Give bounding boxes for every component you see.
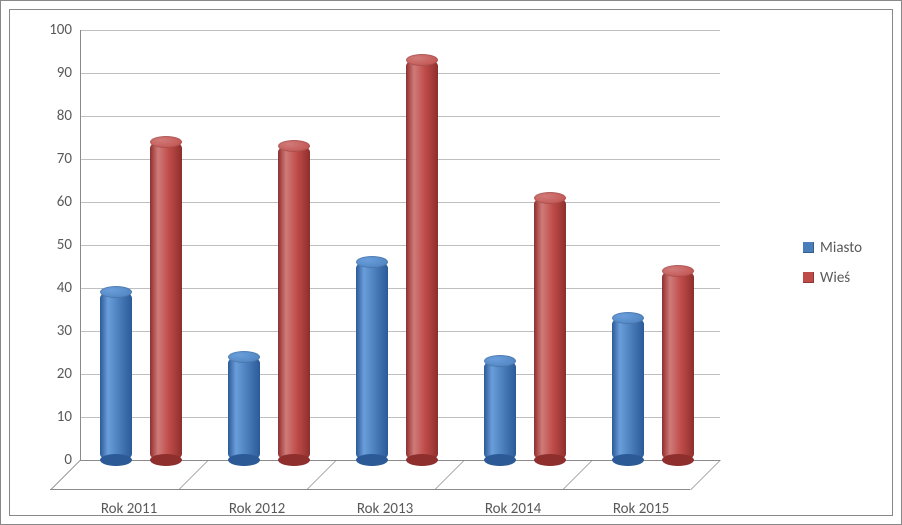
bar-top-cap	[150, 136, 182, 148]
x-category-label: Rok 2012	[229, 500, 285, 518]
legend: Miasto Wieś	[803, 227, 862, 299]
floor-separator	[690, 460, 751, 490]
y-tick-label: 10	[32, 408, 80, 426]
floor-separator	[306, 460, 367, 490]
bar-top-cap	[228, 351, 260, 363]
y-tick-label: 20	[32, 365, 80, 383]
y-tick-label: 70	[32, 150, 80, 168]
floor-separator	[562, 460, 623, 490]
bar-bottom-cap	[406, 454, 438, 466]
bar-top-cap	[662, 265, 694, 277]
y-tick-label: 40	[32, 279, 80, 297]
bar-miasto	[228, 357, 260, 460]
x-category-label: Rok 2013	[357, 500, 413, 518]
bar-bottom-cap	[100, 454, 132, 466]
bar-top-cap	[278, 140, 310, 152]
bar-miasto	[484, 361, 516, 460]
y-tick-label: 60	[32, 193, 80, 211]
gridline	[80, 30, 720, 31]
legend-item: Wieś	[803, 269, 862, 287]
floor-front-edge	[50, 489, 690, 490]
x-category-label: Rok 2014	[485, 500, 541, 518]
bar-top-cap	[612, 312, 644, 324]
bar-bottom-cap	[278, 454, 310, 466]
y-tick-label: 90	[32, 64, 80, 82]
chart-inner-frame: 0 10 20 30 40 50 60 70 80 90 100 Rok 2011 Rok 2012 Ro…	[9, 9, 893, 516]
bar-wieś	[150, 142, 182, 460]
chart-outer-frame: 0 10 20 30 40 50 60 70 80 90 100 Rok 2011 Rok 2012 Ro…	[0, 0, 902, 525]
bar-bottom-cap	[356, 454, 388, 466]
bar-top-cap	[484, 355, 516, 367]
y-tick-label: 30	[32, 322, 80, 340]
legend-item: Miasto	[803, 239, 862, 257]
bar-bottom-cap	[662, 454, 694, 466]
plot-area: 0102030405060708090100Rok 2011Rok 2012Ro…	[80, 30, 720, 460]
legend-swatch	[803, 242, 814, 253]
bar-miasto	[100, 292, 132, 460]
y-tick-label: 100	[32, 21, 80, 39]
bar-top-cap	[406, 54, 438, 66]
bar-miasto	[356, 262, 388, 460]
legend-label: Wieś	[820, 269, 850, 287]
gridline	[80, 116, 720, 117]
bar-top-cap	[356, 256, 388, 268]
x-category-label: Rok 2015	[613, 500, 669, 518]
bar-bottom-cap	[612, 454, 644, 466]
chart-wrapper: 0102030405060708090100Rok 2011Rok 2012Ro…	[20, 20, 882, 505]
bar-wieś	[662, 271, 694, 460]
x-category-label: Rok 2011	[101, 500, 157, 518]
gridline	[80, 73, 720, 74]
bar-wieś	[406, 60, 438, 460]
y-tick-label: 80	[32, 107, 80, 125]
y-axis-line	[80, 30, 81, 460]
bar-top-cap	[534, 192, 566, 204]
y-tick-label: 0	[32, 451, 80, 469]
bar-wieś	[278, 146, 310, 460]
bar-wieś	[534, 198, 566, 460]
bar-bottom-cap	[150, 454, 182, 466]
bar-bottom-cap	[484, 454, 516, 466]
bar-bottom-cap	[534, 454, 566, 466]
bar-bottom-cap	[228, 454, 260, 466]
bar-miasto	[612, 318, 644, 460]
y-tick-label: 50	[32, 236, 80, 254]
legend-label: Miasto	[820, 239, 862, 257]
bar-top-cap	[100, 286, 132, 298]
floor-separator	[178, 460, 239, 490]
legend-swatch	[803, 272, 814, 283]
floor-separator	[434, 460, 495, 490]
